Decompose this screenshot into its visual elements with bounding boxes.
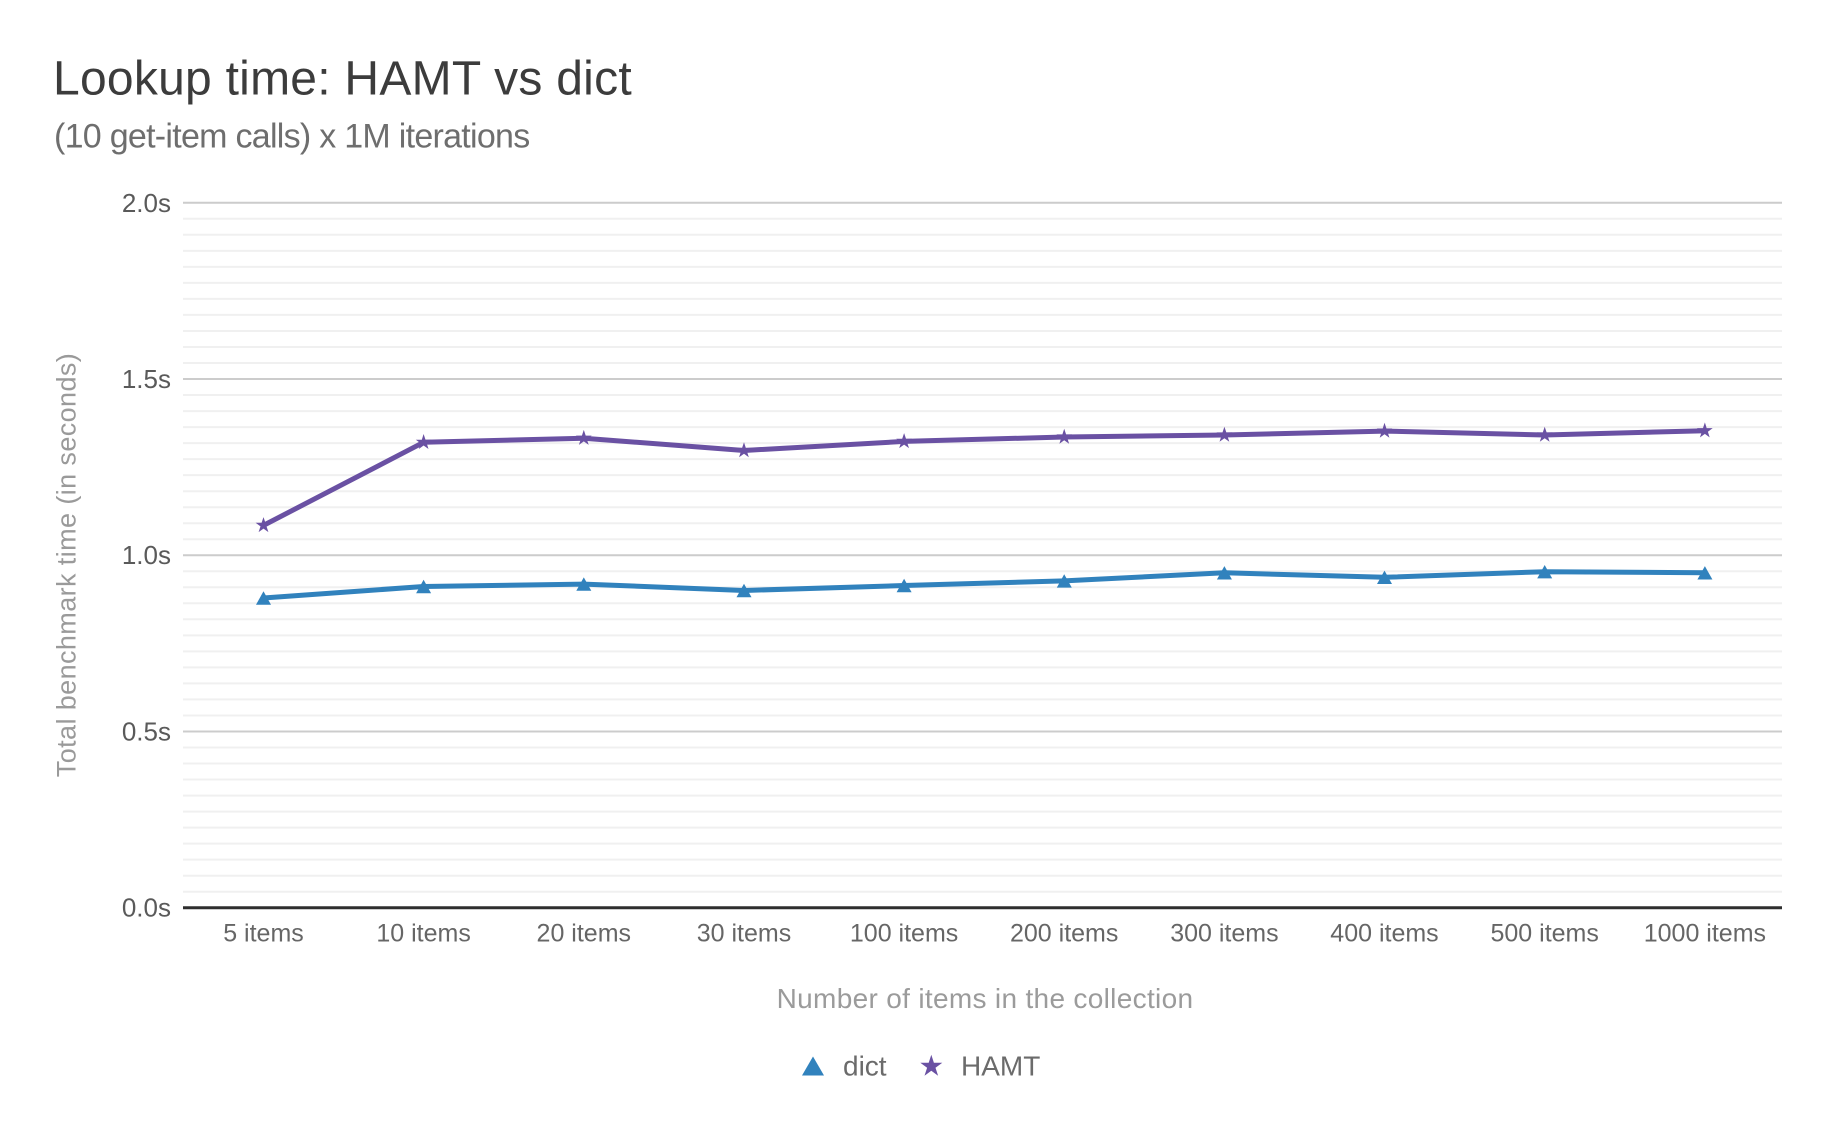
svg-text:20 items: 20 items [537, 919, 631, 947]
svg-text:30 items: 30 items [697, 919, 791, 947]
svg-text:2.0s: 2.0s [122, 188, 171, 218]
svg-text:0.0s: 0.0s [122, 893, 171, 923]
svg-text:200 items: 200 items [1010, 919, 1118, 947]
svg-text:1.0s: 1.0s [122, 540, 171, 570]
svg-text:300 items: 300 items [1170, 919, 1278, 947]
svg-text:1000 items: 1000 items [1644, 919, 1766, 947]
svg-text:5 items: 5 items [223, 919, 304, 947]
svg-text:500 items: 500 items [1491, 919, 1599, 947]
svg-text:dict: dict [843, 1051, 887, 1082]
svg-text:Lookup time: HAMT vs dict: Lookup time: HAMT vs dict [53, 53, 632, 106]
svg-text:10 items: 10 items [376, 919, 470, 947]
svg-text:1.5s: 1.5s [122, 364, 171, 394]
svg-text:400 items: 400 items [1330, 919, 1438, 947]
svg-text:0.5s: 0.5s [122, 717, 171, 747]
svg-text:(10 get-item calls) x 1M itera: (10 get-item calls) x 1M iterations [54, 118, 530, 156]
svg-text:Number of items in the collect: Number of items in the collection [777, 983, 1194, 1014]
svg-text:Total benchmark time (in secon: Total benchmark time (in seconds) [52, 353, 82, 777]
svg-text:100 items: 100 items [850, 919, 958, 947]
svg-text:HAMT: HAMT [961, 1051, 1040, 1082]
